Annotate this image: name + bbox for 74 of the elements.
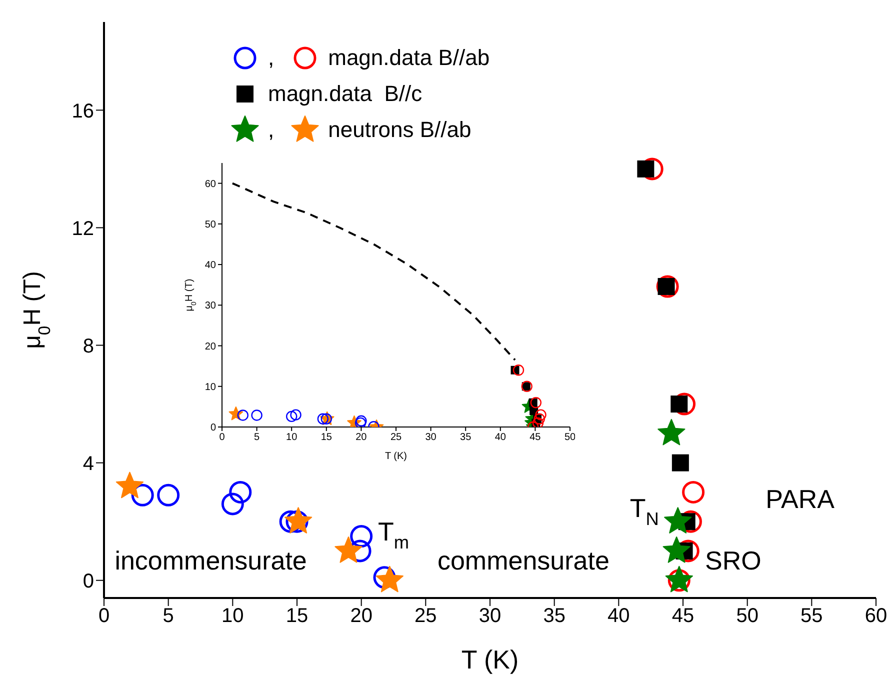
point <box>656 275 679 298</box>
y-tick-label: 60 <box>204 178 216 190</box>
y-tick-label: 40 <box>204 260 216 272</box>
x-tick-label: 30 <box>425 432 437 444</box>
x-tick-label: 45 <box>530 432 542 444</box>
point <box>284 507 312 534</box>
x-tick-label: 0 <box>98 605 110 628</box>
legend-label: magn.data B//ab <box>328 45 490 71</box>
x-axis-title: T (K) <box>461 644 519 674</box>
x-tick-label: 15 <box>320 432 332 444</box>
annotation: T$_{m}$ <box>378 516 410 552</box>
x-tick-label: 10 <box>286 432 298 444</box>
annotation: PARA <box>766 484 836 514</box>
x-tick-label: 25 <box>414 605 437 628</box>
x-tick-label: 20 <box>356 432 368 444</box>
x-tick-label: 5 <box>162 605 174 628</box>
x-tick-label: 55 <box>800 605 823 628</box>
y-tick-label: 8 <box>82 335 94 358</box>
point <box>532 417 544 427</box>
x-tick-label: 35 <box>460 432 472 444</box>
point <box>672 454 689 472</box>
x-tick-label: 35 <box>543 605 566 628</box>
point <box>658 418 686 446</box>
point <box>221 492 244 516</box>
annotation: incommensurate <box>114 546 307 576</box>
point <box>251 410 262 421</box>
x-tick-label: 0 <box>219 432 226 444</box>
point <box>376 566 404 592</box>
point <box>534 413 545 424</box>
y-tick-label: 16 <box>72 100 94 122</box>
x-tick-label: 20 <box>350 605 372 628</box>
point <box>512 364 524 376</box>
point <box>535 409 546 420</box>
y-tick-label: 0 <box>210 422 216 434</box>
y-tick-label: 0 <box>82 570 94 592</box>
point <box>682 480 705 504</box>
point <box>317 413 329 424</box>
point <box>229 480 252 504</box>
x-tick-label: 25 <box>390 432 402 444</box>
point <box>334 536 362 563</box>
annotation: SRO <box>705 546 762 576</box>
point <box>290 409 302 420</box>
x-tick-label: 30 <box>478 605 502 628</box>
point <box>530 397 542 408</box>
x-tick-label: 60 <box>864 605 888 628</box>
annotation: T$_{N}$ <box>630 492 659 529</box>
annotation: commensurate <box>437 546 610 576</box>
x-tick-label: 45 <box>672 605 694 628</box>
y-tick-label: 50 <box>204 219 216 230</box>
point <box>237 410 248 421</box>
y-tick-label: 10 <box>204 382 216 393</box>
x-tick-label: 10 <box>222 605 244 628</box>
x-axis-title: T (K) <box>384 451 408 462</box>
y-tick-label: 12 <box>72 218 94 240</box>
point <box>662 536 690 563</box>
point <box>116 472 144 498</box>
x-tick-label: 40 <box>494 432 506 444</box>
point <box>157 484 180 506</box>
line-series <box>231 182 516 361</box>
x-tick-label: 40 <box>608 605 630 628</box>
x-tick-label: 5 <box>254 432 260 444</box>
x-tick-label: 50 <box>564 432 576 444</box>
point <box>286 410 298 422</box>
point <box>350 525 373 548</box>
point <box>664 507 692 534</box>
legend-label: magn.data B//c <box>268 81 422 107</box>
legend-label: , <box>268 45 274 71</box>
y-tick-label: 30 <box>204 300 216 312</box>
x-tick-label: 50 <box>736 605 758 628</box>
legend-label: neutrons B//ab <box>328 117 472 143</box>
y-tick-label: 4 <box>82 452 94 475</box>
x-tick-label: 15 <box>286 605 308 628</box>
legend-label: , <box>268 117 274 143</box>
y-tick-label: 20 <box>204 341 216 352</box>
